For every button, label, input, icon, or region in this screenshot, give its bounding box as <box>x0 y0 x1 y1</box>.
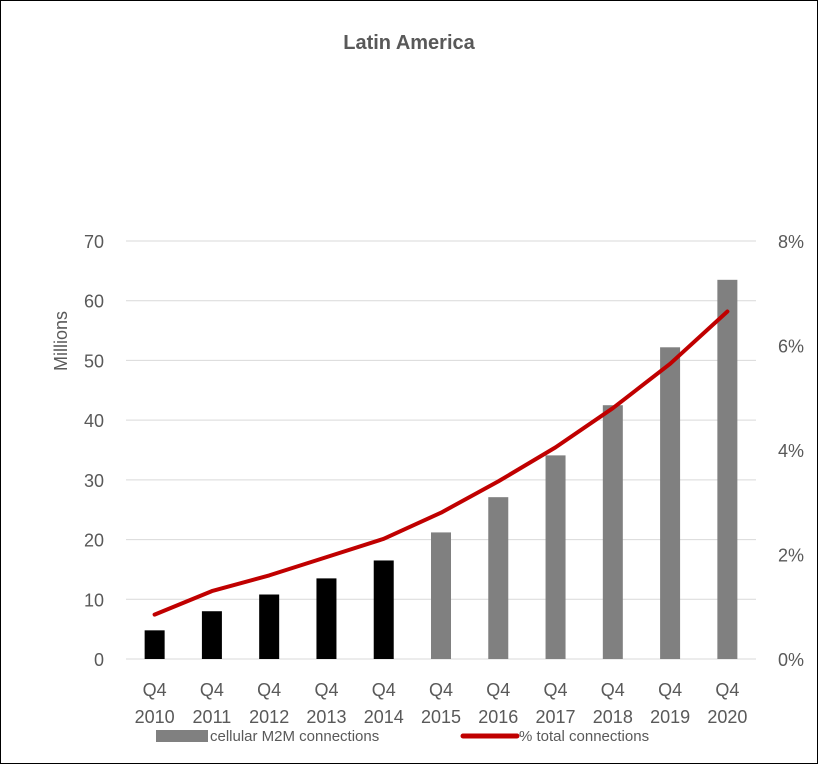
x-tick-label-quarter: Q4 <box>143 680 167 700</box>
x-tick-label-year: 2011 <box>193 707 232 727</box>
y2-tick-label: 6% <box>778 337 804 357</box>
x-tick-label-year: 2016 <box>478 707 518 727</box>
bar <box>717 279 738 659</box>
line-series <box>152 309 730 617</box>
line-point <box>612 407 614 409</box>
x-tick-label-quarter: Q4 <box>429 680 453 700</box>
y-tick-label: 70 <box>84 232 104 252</box>
x-tick-label-quarter: Q4 <box>200 680 224 700</box>
y-tick-label: 30 <box>84 471 104 491</box>
line-point <box>497 480 499 482</box>
bar <box>201 611 222 659</box>
bar-series <box>144 279 738 659</box>
line-point <box>211 590 213 592</box>
line-point <box>669 363 671 365</box>
bar <box>144 630 165 659</box>
legend-label-bars: cellular M2M connections <box>210 728 379 745</box>
x-tick-label-quarter: Q4 <box>372 680 396 700</box>
bar <box>602 405 623 659</box>
y2-tick-label: 2% <box>778 546 804 566</box>
y-tick-label: 10 <box>84 590 104 610</box>
y-axis-title: Millions <box>51 311 71 371</box>
legend-swatch-bars <box>156 730 208 742</box>
chart-title: Latin America <box>343 32 475 54</box>
line-point <box>440 512 442 514</box>
y-tick-label: 0 <box>94 650 104 670</box>
line-point <box>555 446 557 448</box>
line-point <box>383 538 385 540</box>
x-tick-label-year: 2017 <box>536 707 576 727</box>
x-tick-label-quarter: Q4 <box>486 680 510 700</box>
bar <box>373 560 394 659</box>
line-point <box>268 574 270 576</box>
x-tick-label-year: 2019 <box>650 707 690 727</box>
bar <box>316 578 337 659</box>
line-point <box>325 556 327 558</box>
bar <box>488 497 509 659</box>
bar <box>259 594 280 659</box>
y2-tick-label: 8% <box>778 232 804 252</box>
y2-tick-label: 4% <box>778 441 804 461</box>
x-tick-label-year: 2010 <box>135 707 175 727</box>
y-tick-label: 60 <box>84 292 104 312</box>
x-tick-label-year: 2014 <box>364 707 404 727</box>
bar <box>660 347 681 659</box>
legend: cellular M2M connections % total connect… <box>156 728 649 745</box>
y-tick-label: 20 <box>84 531 104 551</box>
y2-tick-label: 0% <box>778 650 804 670</box>
x-tick-label-quarter: Q4 <box>257 680 281 700</box>
axis-labels: 0 10 20 30 40 50 60 70 0% 2% 4% 6% 8% Q4 2010 Q4 2011 Q4 2… <box>84 232 804 727</box>
x-tick-label-year: 2012 <box>249 707 289 727</box>
y-tick-label: 50 <box>84 351 104 371</box>
x-tick-label-quarter: Q4 <box>715 680 739 700</box>
bar <box>545 455 566 659</box>
line-point <box>154 614 156 616</box>
x-tick-label-year: 2013 <box>306 707 346 727</box>
legend-label-line: % total connections <box>519 728 649 745</box>
x-tick-label-quarter: Q4 <box>314 680 338 700</box>
line-point <box>726 311 728 313</box>
x-tick-label-year: 2015 <box>421 707 461 727</box>
x-tick-label-quarter: Q4 <box>601 680 625 700</box>
y-tick-label: 40 <box>84 411 104 431</box>
x-tick-label-quarter: Q4 <box>544 680 568 700</box>
x-tick-label-year: 2018 <box>593 707 633 727</box>
bar <box>431 532 451 659</box>
x-tick-label-quarter: Q4 <box>658 680 682 700</box>
x-tick-label-year: 2020 <box>707 707 747 727</box>
